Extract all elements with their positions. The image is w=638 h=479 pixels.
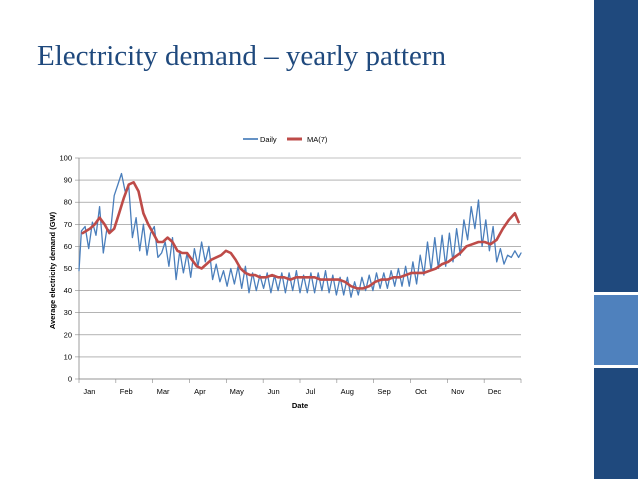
sidebar-band-bottom <box>594 368 638 479</box>
y-tick-label-40: 40 <box>64 286 72 295</box>
x-tick-label-apr: Apr <box>194 387 206 396</box>
y-tick-label-30: 30 <box>64 308 72 317</box>
series-line-daily <box>78 172 522 298</box>
sidebar-band-light <box>594 295 638 365</box>
series-line-ma-7 <box>81 181 520 290</box>
y-tick-label-100: 100 <box>59 154 72 163</box>
y-tick-label-80: 80 <box>64 198 72 207</box>
y-tick-label-90: 90 <box>64 176 72 185</box>
x-tick-label-jan: Jan <box>83 387 95 396</box>
legend-label-ma-7: MA(7) <box>307 135 328 144</box>
y-tick-label-70: 70 <box>64 220 72 229</box>
x-tick-label-sep: Sep <box>377 387 390 396</box>
sidebar-decoration <box>594 0 638 479</box>
slide-title: Electricity demand – yearly pattern <box>37 40 447 72</box>
x-tick-label-nov: Nov <box>451 387 465 396</box>
y-axis-title: Average electricity demand (GW) <box>48 211 57 329</box>
x-tick-label-feb: Feb <box>120 387 133 396</box>
x-tick-label-oct: Oct <box>415 387 428 396</box>
y-tick-label-60: 60 <box>64 242 72 251</box>
x-tick-label-may: May <box>230 387 244 396</box>
y-tick-label-50: 50 <box>64 264 72 273</box>
sidebar-band-top <box>594 0 638 292</box>
x-tick-label-jul: Jul <box>306 387 316 396</box>
x-tick-label-dec: Dec <box>488 387 502 396</box>
x-tick-label-aug: Aug <box>341 387 354 396</box>
x-axis-title: Date <box>292 401 308 410</box>
x-tick-label-mar: Mar <box>157 387 170 396</box>
x-tick-label-jun: Jun <box>268 387 280 396</box>
legend-label-daily: Daily <box>260 135 277 144</box>
y-tick-label-20: 20 <box>64 330 72 339</box>
demand-line-chart: 0 10 20 30 40 50 60 70 80 90 100 Jan Feb Mar Apr May Jun… <box>48 135 522 410</box>
y-tick-label-0: 0 <box>68 375 72 384</box>
y-tick-label-10: 10 <box>64 352 72 361</box>
